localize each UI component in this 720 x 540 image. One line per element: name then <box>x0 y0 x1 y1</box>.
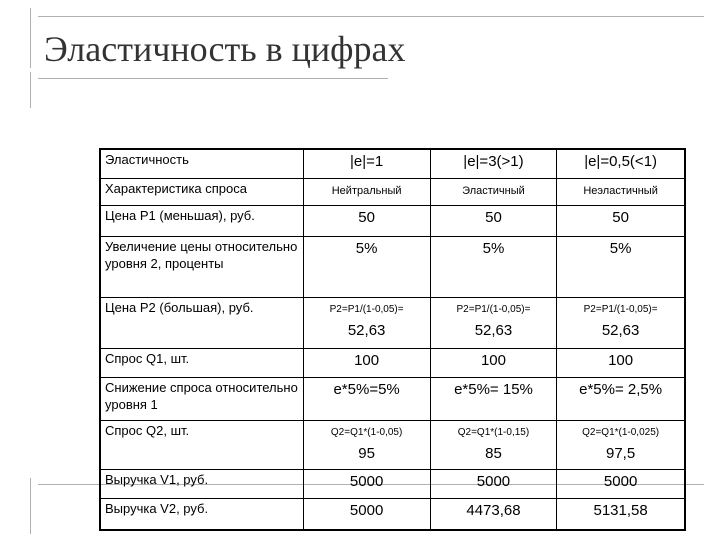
cell: |e|=1 <box>302 148 431 179</box>
table-row-demand-drop: Снижение спроса относительно уровня 1 e*… <box>99 377 686 421</box>
cell: Эластичный <box>429 178 558 206</box>
value: 52,63 <box>601 322 640 339</box>
cell: 4473,68 <box>429 498 558 531</box>
row-label: Спрос Q2, шт. <box>99 420 304 470</box>
table-row-q1: Спрос Q1, шт. 100 100 100 <box>99 348 686 378</box>
cell: 5000 <box>302 469 431 499</box>
decor-line-top <box>38 16 704 17</box>
cell: |e|=3(>1) <box>429 148 558 179</box>
cell: 100 <box>556 348 686 378</box>
value: 97,5 <box>606 445 636 462</box>
cell: 50 <box>556 205 686 237</box>
formula: Q2=Q1*(1-0,05) <box>330 427 403 438</box>
decor-line-left-top <box>30 8 31 68</box>
cell: 5% <box>556 236 686 298</box>
formula: Q2=Q1*(1-0,15) <box>457 427 530 438</box>
cell: 5000 <box>302 498 431 531</box>
cell: Q2=Q1*(1-0,05) 95 <box>302 420 431 470</box>
formula: P2=P1/(1-0,05)= <box>456 304 531 315</box>
table-row-demand-type: Характеристика спроса Нейтральный Эласти… <box>99 178 686 206</box>
cell: P2=P1/(1-0,05)= 52,63 <box>556 297 686 349</box>
cell: e*5%= 2,5% <box>556 377 686 421</box>
table-row-elasticity: Эластичность |e|=1 |e|=3(>1) |e|=0,5(<1) <box>99 148 686 179</box>
value: 95 <box>358 445 375 462</box>
table-row-v2: Выручка V2, руб. 5000 4473,68 5131,58 <box>99 498 686 531</box>
row-label: Выручка V2, руб. <box>99 498 304 531</box>
row-label: Увеличение цены относительно уровня 2, п… <box>99 236 304 298</box>
elasticity-table: Эластичность |e|=1 |e|=3(>1) |e|=0,5(<1)… <box>99 148 686 531</box>
cell: |e|=0,5(<1) <box>556 148 686 179</box>
row-label: Эластичность <box>99 148 304 179</box>
cell: 50 <box>302 205 431 237</box>
row-label: Спрос Q1, шт. <box>99 348 304 378</box>
cell: e*5%=5% <box>302 377 431 421</box>
decor-line-left-mid <box>30 72 31 108</box>
cell: Нейтральный <box>302 178 431 206</box>
cell: 5131,58 <box>556 498 686 531</box>
value: 52,63 <box>347 322 386 339</box>
decor-line-left-bottom <box>30 478 31 534</box>
cell: 5000 <box>556 469 686 499</box>
row-label: Цена P2 (большая), руб. <box>99 297 304 349</box>
decor-line-under-title <box>38 78 388 79</box>
cell: 50 <box>429 205 558 237</box>
formula: P2=P1/(1-0,05)= <box>329 304 404 315</box>
cell: 5000 <box>429 469 558 499</box>
formula: P2=P1/(1-0,05)= <box>583 304 658 315</box>
cell: 100 <box>429 348 558 378</box>
row-label: Выручка V1, руб. <box>99 469 304 499</box>
cell: Q2=Q1*(1-0,025) 97,5 <box>556 420 686 470</box>
table-row-price-increase: Увеличение цены относительно уровня 2, п… <box>99 236 686 298</box>
cell: e*5%= 15% <box>429 377 558 421</box>
row-label: Снижение спроса относительно уровня 1 <box>99 377 304 421</box>
cell: 5% <box>429 236 558 298</box>
formula: Q2=Q1*(1-0,025) <box>582 427 660 438</box>
table-row-v1: Выручка V1, руб. 5000 5000 5000 <box>99 469 686 499</box>
row-label: Характеристика спроса <box>99 178 304 206</box>
cell: 100 <box>302 348 431 378</box>
table-row-p1: Цена P1 (меньшая), руб. 50 50 50 <box>99 205 686 237</box>
value: 52,63 <box>474 322 513 339</box>
cell: 5% <box>302 236 431 298</box>
row-label: Цена P1 (меньшая), руб. <box>99 205 304 237</box>
slide-title: Эластичность в цифрах <box>44 29 406 69</box>
cell: Неэластичный <box>556 178 686 206</box>
table-row-q2: Спрос Q2, шт. Q2=Q1*(1-0,05) 95 Q2=Q1*(1… <box>99 420 686 470</box>
cell: P2=P1/(1-0,05)= 52,63 <box>429 297 558 349</box>
table-row-p2: Цена P2 (большая), руб. P2=P1/(1-0,05)= … <box>99 297 686 349</box>
cell: Q2=Q1*(1-0,15) 85 <box>429 420 558 470</box>
value: 85 <box>485 445 502 462</box>
cell: P2=P1/(1-0,05)= 52,63 <box>302 297 431 349</box>
